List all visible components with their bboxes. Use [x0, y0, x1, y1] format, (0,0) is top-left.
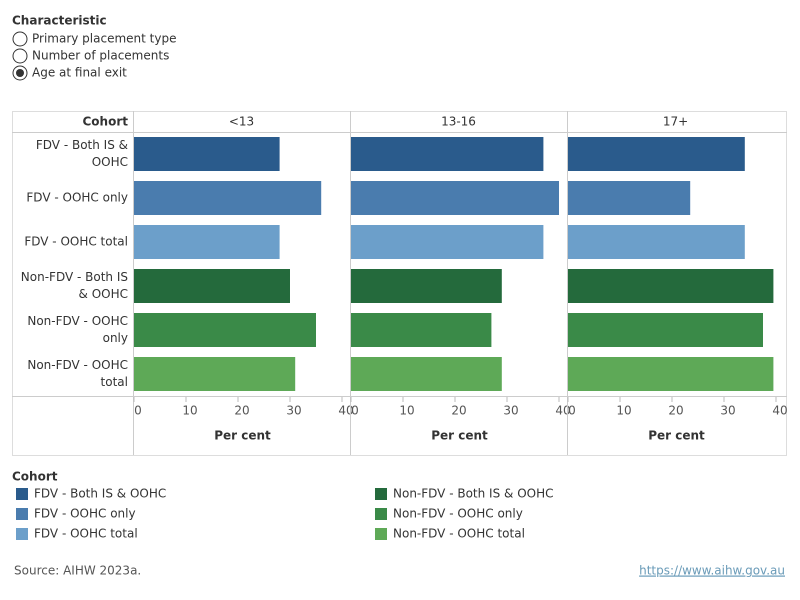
bar [134, 313, 316, 347]
bar [134, 181, 322, 215]
radio-label: Number of placements [32, 49, 169, 63]
bar [134, 137, 280, 171]
legend-swatch [375, 528, 387, 540]
legend-swatch [375, 508, 387, 520]
bar [351, 137, 544, 171]
x-tick-label: 40 [338, 404, 353, 418]
legend-label: Non-FDV - Both IS & OOHC [393, 487, 554, 501]
x-tick-label: 0 [134, 404, 142, 418]
x-axis-label: Per cent [214, 429, 271, 443]
bar [351, 269, 502, 303]
row-label: FDV - OOHC total [24, 234, 128, 249]
panel-header: 13-16 [441, 115, 476, 129]
source: Source: AIHW 2023a. [14, 564, 141, 578]
bar [568, 137, 745, 171]
radio-button[interactable] [12, 48, 28, 64]
row-label: Non-FDV - OOHC only [27, 314, 128, 345]
legend-label: FDV - OOHC only [34, 507, 136, 521]
x-tick-label: 10 [616, 404, 631, 418]
x-tick-label: 20 [668, 404, 683, 418]
bar [568, 181, 691, 215]
x-tick-label: 0 [568, 404, 576, 418]
x-tick-label: 30 [503, 404, 518, 418]
x-tick-label: 10 [182, 404, 197, 418]
legend-label: FDV - OOHC total [34, 527, 138, 541]
bar [568, 269, 774, 303]
bar [351, 357, 502, 391]
radio-label: Age at final exit [32, 66, 127, 80]
x-axis-label: Per cent [431, 429, 488, 443]
panel-header: 17+ [663, 115, 688, 129]
legend-label: FDV - Both IS & OOHC [34, 487, 166, 501]
link[interactable]: https://www.aihw.gov.au [639, 564, 785, 578]
radio-dot [16, 69, 24, 77]
x-tick-label: 40 [772, 404, 787, 418]
legend-swatch [16, 488, 28, 500]
radio-label: Primary placement type [32, 32, 176, 46]
bar [134, 225, 280, 259]
x-tick-label: 10 [399, 404, 414, 418]
row-label: Non-FDV - Both IS & OOHC [20, 270, 128, 301]
x-tick-label: 30 [286, 404, 301, 418]
bar [134, 357, 296, 391]
row-label: FDV - Both IS & OOHC [35, 138, 128, 169]
control-title: Characteristic [12, 14, 107, 28]
x-tick-label: 20 [451, 404, 466, 418]
x-tick-label: 30 [720, 404, 735, 418]
row-label: Non-FDV - OOHC total [27, 358, 128, 389]
legend-label: Non-FDV - OOHC only [393, 507, 523, 521]
legend-swatch [375, 488, 387, 500]
x-axis-label: Per cent [648, 429, 705, 443]
row-header: Cohort [83, 115, 129, 129]
bar [351, 313, 492, 347]
row-label: FDV - OOHC only [26, 190, 128, 205]
legend-label: Non-FDV - OOHC total [393, 527, 525, 541]
panel-header: <13 [229, 115, 254, 129]
bar [351, 181, 559, 215]
legend-swatch [16, 508, 28, 520]
legend-title: Cohort [12, 470, 58, 484]
x-tick-label: 40 [555, 404, 570, 418]
legend-swatch [16, 528, 28, 540]
x-tick-label: 20 [234, 404, 249, 418]
x-tick-label: 0 [351, 404, 359, 418]
bar [568, 225, 745, 259]
bar [134, 269, 290, 303]
radio-button[interactable] [12, 31, 28, 47]
chart-frame [12, 111, 787, 456]
bar [568, 313, 763, 347]
bar [351, 225, 544, 259]
bar [568, 357, 774, 391]
